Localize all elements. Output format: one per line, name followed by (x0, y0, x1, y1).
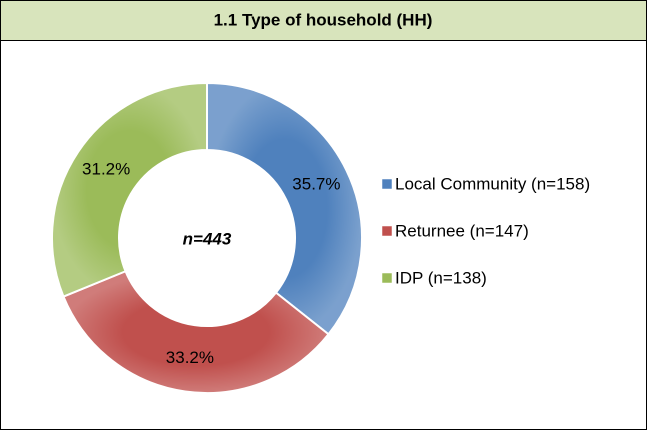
slice-sheen (63, 271, 329, 393)
chart-title: 1.1 Type of household (HH) (214, 10, 433, 29)
legend-label: Local Community (n=158) (395, 174, 590, 193)
data-label: 31.2% (82, 160, 130, 179)
slice-sheen (207, 83, 362, 335)
legend-label: IDP (n=138) (395, 268, 487, 287)
center-label: n=443 (183, 229, 232, 248)
legend-label: Returnee (n=147) (395, 221, 529, 240)
slice-sheen (51, 83, 207, 297)
legend-swatch (381, 225, 393, 237)
legend-swatch (381, 272, 393, 284)
data-label: 33.2% (166, 348, 214, 367)
data-label: 35.7% (292, 175, 340, 194)
title-band (0, 0, 647, 41)
legend-swatch (381, 178, 393, 190)
